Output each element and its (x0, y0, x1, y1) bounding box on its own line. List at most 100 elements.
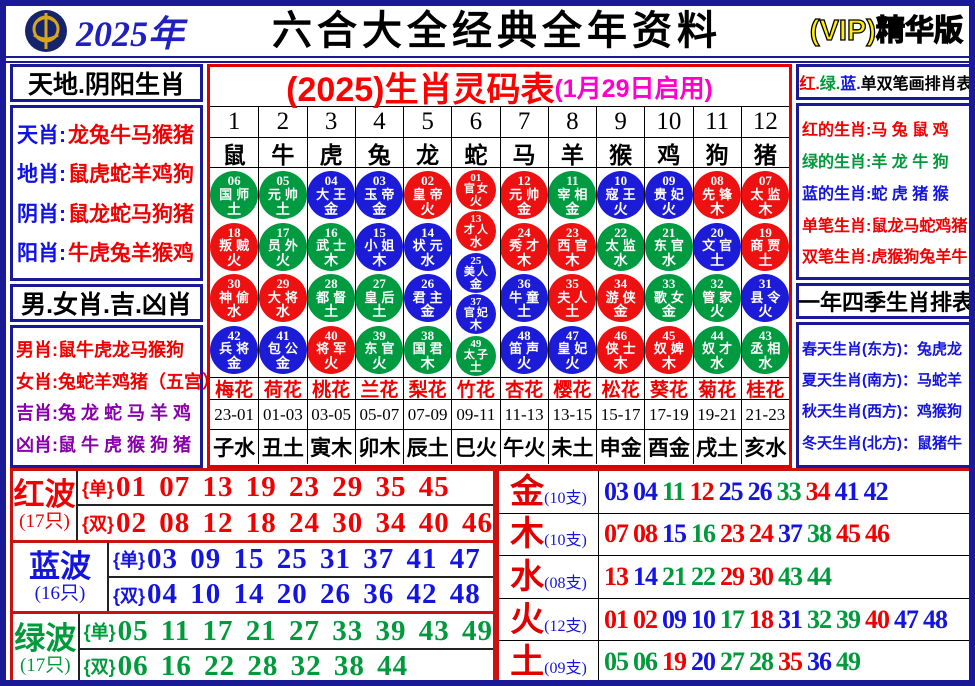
list-item: 阳肖: 牛虎兔羊猴鸡 (17, 237, 196, 267)
ball-title: 官妃 (463, 307, 490, 319)
ball-title: 兵将 (219, 341, 254, 357)
lottery-number: 16 (691, 519, 716, 549)
ball-number: 12 (517, 173, 531, 189)
ball-title: 笛声 (509, 341, 544, 357)
zodiac-cell: 兔 (354, 138, 403, 167)
element-count: (08支) (544, 574, 587, 592)
lottery-number: 45 (836, 519, 861, 549)
lottery-number: 47 (894, 604, 919, 634)
ball-title: 大王 (316, 187, 351, 203)
ball-number: 07 (758, 173, 772, 189)
lucky-ball-45: 45 奴婢木 (645, 325, 693, 374)
wave-row: {双} 04 10 14 20 26 36 42 48 (109, 576, 493, 611)
wave-label: 红波 (17只) (13, 471, 78, 540)
lottery-number: 31 (778, 604, 803, 634)
ball-title: 包公 (267, 341, 302, 357)
lottery-number: 22 (691, 561, 716, 591)
ball-number: 41 (276, 327, 290, 343)
lucky-ball-33: 33 歌女金 (645, 274, 693, 323)
element-numbers: 07 08 15 16 23 24 37 38 45 46 (599, 519, 969, 549)
item-value: 蛇 虎 猪 猴 (871, 185, 949, 203)
lucky-ball-19: 19 商贾土 (741, 222, 789, 271)
wave-row: {双} 06 16 22 28 32 38 44 (79, 647, 493, 680)
ball-number: 04 (324, 173, 338, 189)
lucky-ball-27: 27 皇后土 (355, 274, 403, 323)
item-label: 红的生肖: (802, 121, 872, 139)
zodiac-cell: 牛 (258, 138, 306, 167)
ball-title: 状元 (412, 238, 447, 254)
lottery-number: 25 (718, 476, 744, 506)
ball-number: 16 (324, 224, 338, 240)
ball-number: 15 (372, 224, 386, 240)
item-label: 春天生肖(东方)： (802, 340, 918, 358)
flower-cell: 竹花 (451, 378, 499, 399)
ball-title: 大将 (267, 289, 302, 305)
hour-cell: 03-05 (306, 400, 355, 429)
ball-number: 35 (565, 276, 579, 292)
list-item: 阴肖: 鼠龙蛇马狗猪 (17, 198, 196, 228)
lucky-ball-04: 04 大王金 (307, 171, 355, 220)
ball-number: 25 (470, 254, 482, 267)
odd-even-tag: {单} (81, 478, 114, 499)
column-number: 8 (547, 107, 596, 137)
ball-column: 08 先锋木 20 文官土 32 管家火 44 奴才水 (692, 168, 741, 377)
ball-number: 43 (758, 327, 772, 343)
ball-title: 武士 (316, 238, 351, 254)
ball-title: 才人 (463, 224, 490, 236)
ball-number: 37 (470, 296, 482, 308)
lottery-number: 19 (662, 647, 687, 677)
ball-element: 木 (710, 200, 725, 217)
column-number: 5 (403, 107, 451, 137)
ball-element: 水 (710, 354, 725, 371)
item-value: 鼠虎蛇羊鸡狗 (68, 163, 194, 187)
flower-cell: 兰花 (354, 378, 403, 399)
ball-element: 土 (469, 359, 482, 374)
lucky-ball-40: 40 将军火 (307, 325, 355, 374)
item-value: 鸡猴狗 (917, 403, 963, 421)
ball-number: 05 (276, 173, 290, 189)
column-number: 1 (227, 108, 241, 135)
number-row: 1 2 3 4 5 6 7 8 9 10 11 12 (210, 107, 789, 137)
element-row: 水 (08支) 13 14 21 22 29 30 43 44 (499, 555, 969, 598)
wave-section: 红波 (17只) {单} 01 07 13 19 23 29 35 45 {双} 02 0… (10, 468, 496, 680)
ball-element: 土 (565, 303, 580, 320)
lottery-number: 48 (923, 604, 948, 634)
hour-cell: 21-23 (740, 400, 789, 429)
ball-number: 29 (276, 276, 290, 292)
ball-element: 火 (275, 252, 290, 269)
ball-title: 先锋 (702, 187, 737, 203)
flower-cell: 葵花 (644, 378, 692, 399)
branch-cell: 寅木 (306, 430, 355, 464)
element-count: (12支) (544, 617, 587, 635)
ball-element: 火 (324, 354, 339, 371)
wave-row: {双} 02 08 12 18 24 30 34 40 46 (77, 504, 493, 539)
ball-column: 09 贵妃火 21 东官水 33 歌女金 45 奴婢木 (644, 168, 693, 377)
ball-title: 奴才 (702, 341, 737, 357)
ball-title: 宰相 (557, 187, 592, 203)
flower-cell: 樱花 (547, 378, 596, 399)
ball-number: 22 (614, 224, 628, 240)
column-number: 7 (499, 107, 548, 137)
ball-element: 火 (372, 354, 387, 371)
lucky-ball-22: 22 太监水 (597, 222, 645, 271)
ball-element: 火 (661, 200, 676, 217)
ball-number: 01 (470, 171, 482, 184)
lottery-number: 28 (749, 647, 774, 677)
zodiac-cell: 猴 (596, 138, 644, 167)
ball-number: 18 (227, 224, 241, 240)
ball-number: 44 (710, 327, 724, 343)
odd-even-tag: {双} (83, 657, 116, 678)
column-number: 3 (306, 107, 355, 137)
ball-element: 土 (517, 303, 532, 320)
ball-title: 皇帝 (412, 187, 447, 203)
ball-element: 火 (420, 200, 435, 217)
ball-title: 玉帝 (364, 187, 399, 203)
lucky-ball-11: 11 宰相金 (548, 171, 596, 220)
lucky-ball-18: 18 叛贼火 (210, 222, 259, 271)
lucky-ball-07: 07 太监木 (741, 171, 789, 220)
ball-element: 水 (613, 252, 628, 269)
list-item: 夏天生肖(南方)： 马蛇羊 (802, 369, 969, 390)
wave-box: 蓝波 (16只) {单} 03 09 15 25 31 37 41 47 {双} 04 1… (10, 539, 496, 615)
list-item: 冬天生肖(北方)： 鼠猪牛 (802, 432, 969, 453)
ball-title: 寇王 (605, 187, 640, 203)
